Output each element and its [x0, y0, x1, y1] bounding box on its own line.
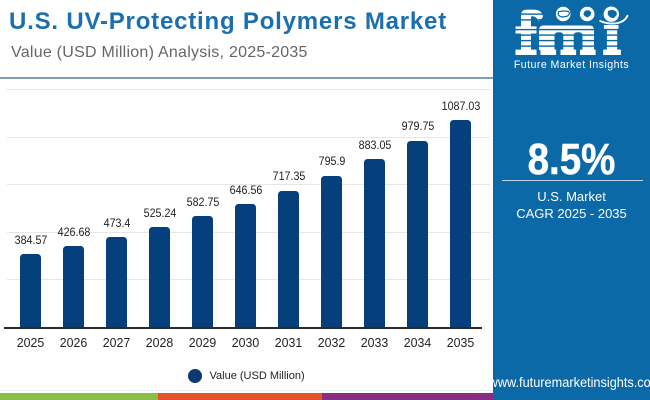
svg-text:Future Market Insights: Future Market Insights	[514, 59, 629, 71]
